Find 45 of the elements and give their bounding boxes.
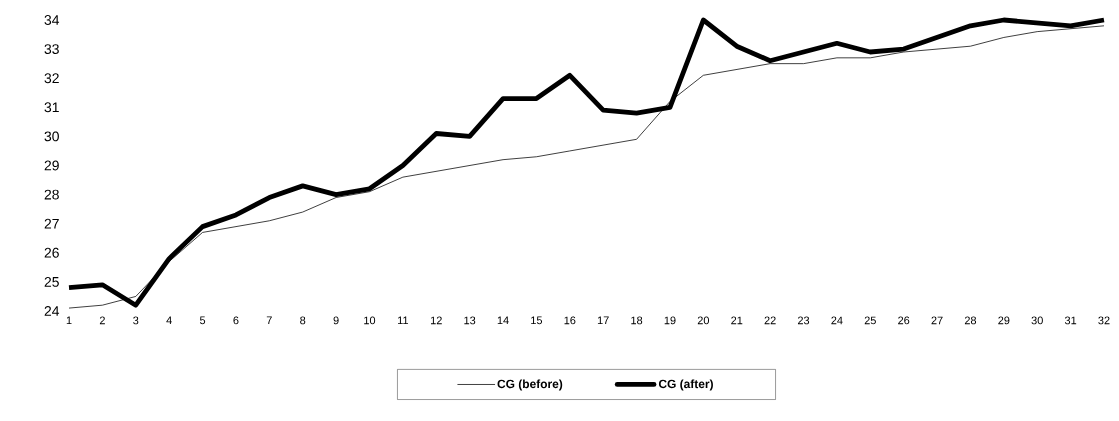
x-tick-label: 29 [998,316,1010,325]
x-tick-label: 10 [364,316,376,325]
x-tick-label: 13 [464,316,476,325]
x-tick-label: 9 [333,316,339,325]
y-tick-label: 30 [44,131,59,142]
x-tick-label: 24 [831,316,843,325]
x-tick-label: 28 [964,316,977,325]
x-tick-label: 14 [497,316,509,325]
x-tick-label: 23 [797,316,810,325]
y-tick-label: 29 [44,160,59,171]
x-tick-label: 7 [266,316,272,325]
y-tick-label: 31 [44,102,59,113]
x-tick-label: 22 [764,316,776,325]
y-tick-label: 24 [44,306,60,316]
y-tick-label: 28 [44,189,59,200]
y-tick-label: 33 [44,44,59,55]
x-tick-label: 25 [864,316,876,325]
x-tick-label: 20 [697,316,709,325]
x-tick-label: 26 [898,316,910,325]
legend-label: CG (before) [497,379,563,391]
x-tick-label: 3 [133,316,139,325]
x-tick-label: 16 [564,316,576,325]
x-tick-label: 12 [430,316,442,325]
x-tick-label: 4 [166,316,172,325]
x-tick-label: 1 [66,316,72,325]
x-tick-label: 21 [731,316,743,325]
y-tick-label: 34 [44,15,60,25]
x-tick-label: 31 [1064,316,1077,325]
y-tick-label: 26 [44,247,59,258]
x-tick-label: 27 [931,316,943,325]
x-tick-label: 32 [1098,316,1110,325]
x-tick-label: 18 [631,316,643,325]
x-tick-label: 19 [664,316,676,325]
x-tick-label: 6 [233,316,239,325]
x-tick-label: 30 [1031,316,1043,325]
x-tick-label: 2 [99,316,105,325]
y-tick-label: 25 [44,276,59,287]
y-tick-label: 27 [44,218,59,229]
x-tick-label: 5 [199,316,206,325]
x-tick-label: 17 [597,316,609,325]
legend-label: CG (after) [658,379,713,391]
y-tick-label: 32 [44,73,59,84]
x-tick-label: 15 [531,316,543,325]
x-tick-label: 11 [398,316,409,325]
x-tick-label: 8 [300,316,306,325]
